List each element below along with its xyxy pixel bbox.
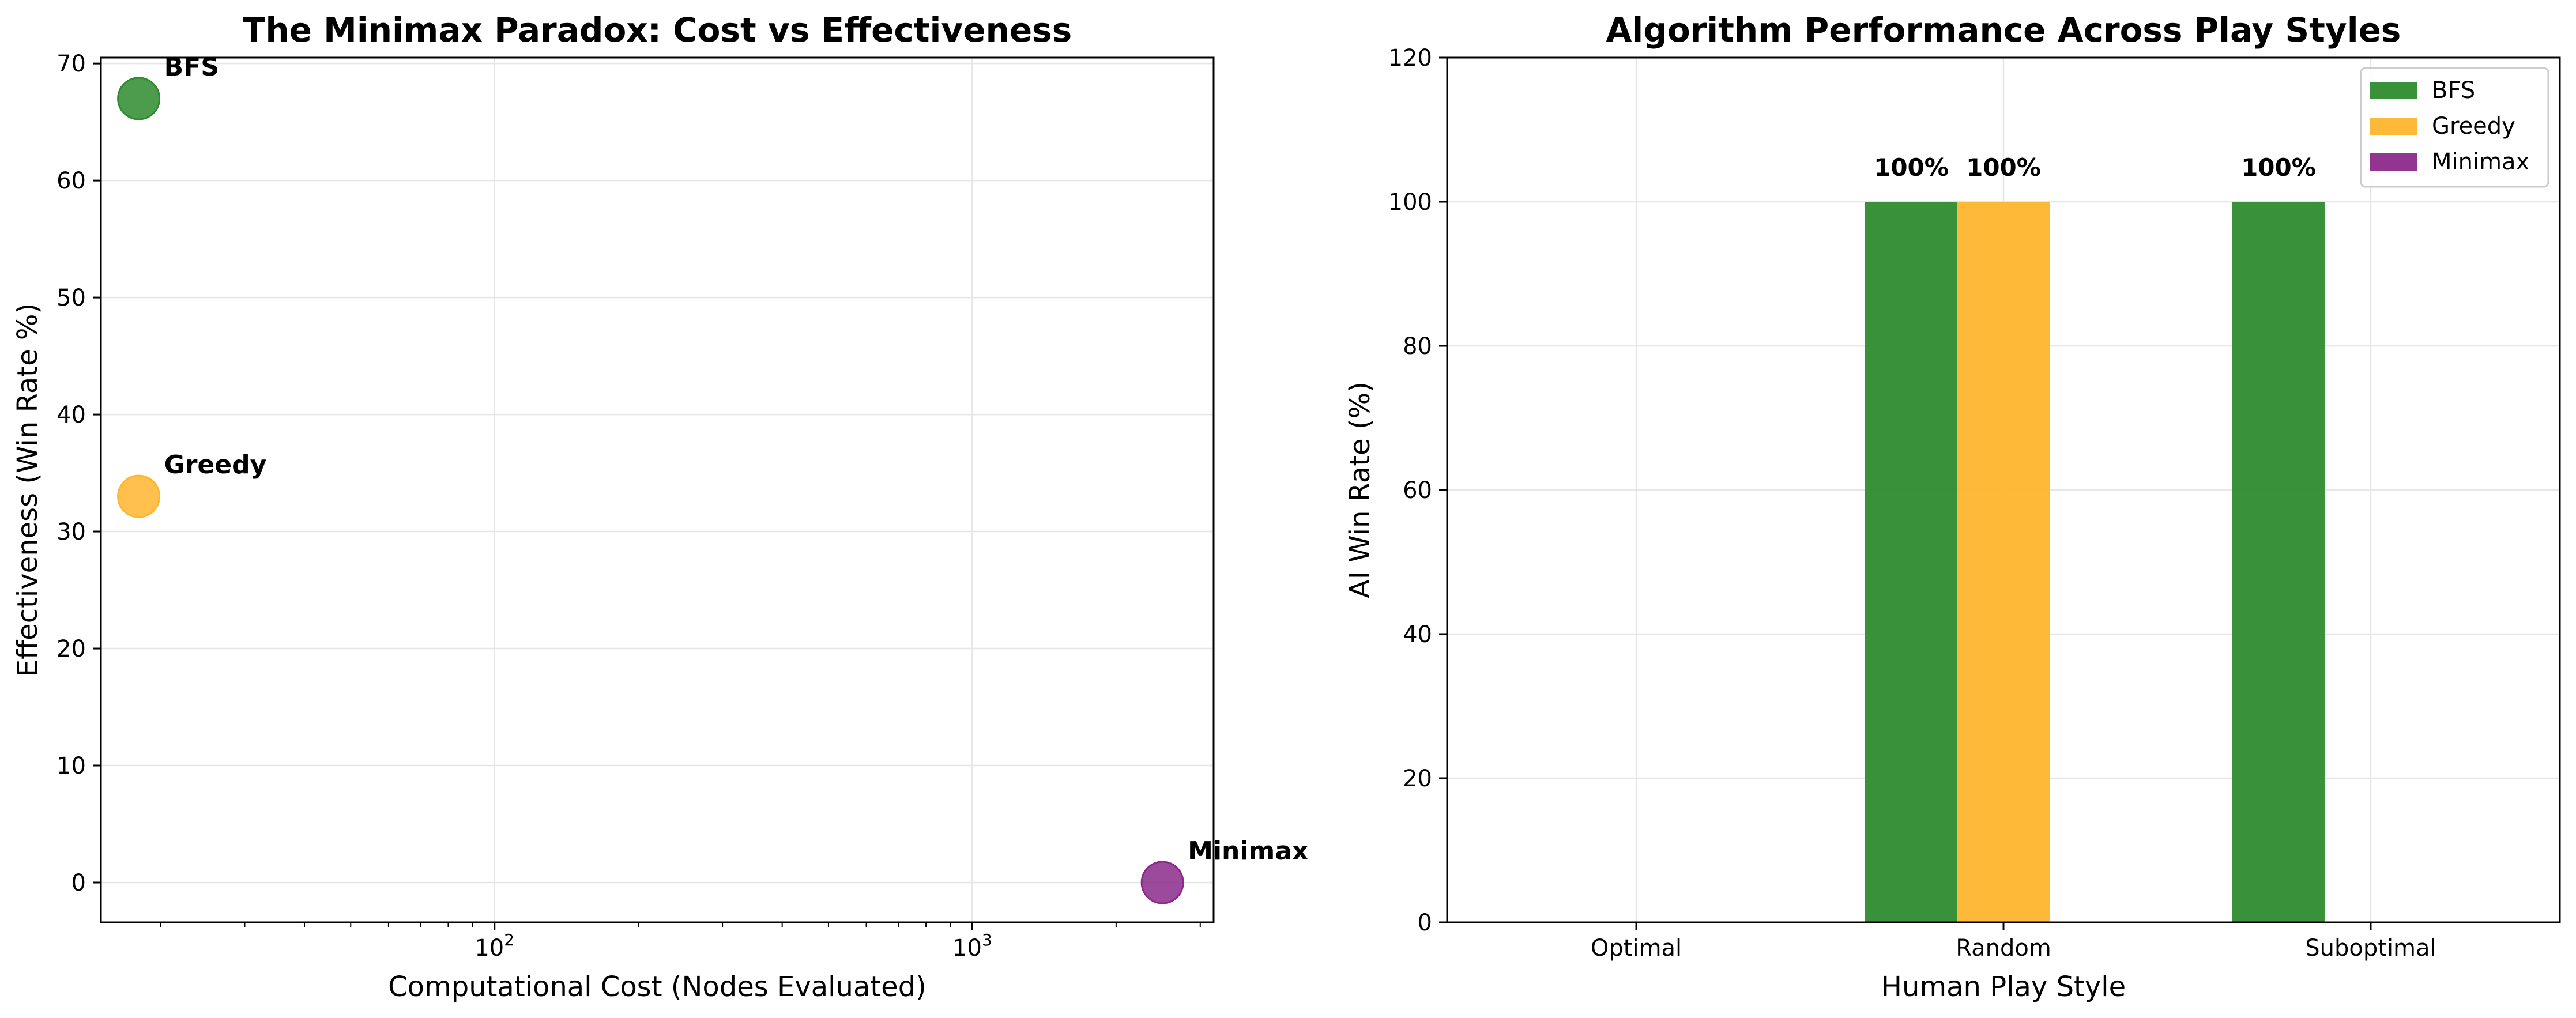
bar-y-tick-label: 100 bbox=[1388, 189, 1432, 216]
category-label-random: Random bbox=[1956, 935, 2051, 962]
bar-greedy-random bbox=[1957, 202, 2050, 922]
scatter-y-tick-label: 50 bbox=[57, 285, 86, 311]
bar-x-axis-label: Human Play Style bbox=[1881, 971, 2126, 1003]
scatter-points bbox=[117, 77, 1184, 904]
scatter-y-tick-label: 60 bbox=[57, 168, 86, 194]
legend-label-greedy: Greedy bbox=[2432, 113, 2515, 139]
bar-value-labels: 100% 100% 100% bbox=[1874, 153, 2316, 182]
scatter-point-greedy bbox=[117, 474, 161, 518]
scatter-y-axis-label: Effectiveness (Win Rate %) bbox=[12, 303, 44, 677]
bar-value-label: 100% bbox=[1874, 153, 1949, 182]
bars bbox=[1865, 202, 2325, 922]
category-label-optimal: Optimal bbox=[1591, 935, 1682, 962]
bar-value-label: 100% bbox=[2241, 153, 2316, 182]
scatter-y-tick-label: 20 bbox=[57, 636, 86, 662]
bar-value-label: 100% bbox=[1966, 153, 2041, 182]
legend-label-bfs: BFS bbox=[2432, 77, 2475, 104]
legend: BFS Greedy Minimax bbox=[2360, 67, 2549, 188]
bar-y-tick-label: 20 bbox=[1403, 766, 1432, 792]
bar-y-tick-label: 60 bbox=[1403, 477, 1432, 504]
legend-swatch-greedy bbox=[2370, 118, 2417, 135]
legend-swatch-minimax bbox=[2370, 153, 2417, 171]
legend-swatch-bfs bbox=[2370, 82, 2417, 99]
play-style-performance-chart: 100% 100% 100% 0 20 40 60 80 100 120 Optimal Rando… bbox=[1344, 10, 2561, 1003]
category-label-suboptimal: Suboptimal bbox=[2305, 935, 2436, 962]
scatter-point-bfs bbox=[117, 77, 161, 120]
bar-ticks: 0 20 40 60 80 100 120 Optimal Random Suboptimal bbox=[1388, 45, 2436, 962]
bar-y-tick-label: 120 bbox=[1388, 45, 1432, 71]
scatter-grid bbox=[101, 58, 1214, 922]
bar-y-tick-label: 0 bbox=[1418, 910, 1432, 936]
scatter-plot-frame bbox=[100, 56, 1215, 923]
scatter-ticks: 0 10 20 30 40 50 60 70 102 103 bbox=[57, 51, 1201, 962]
bar-y-tick-label: 40 bbox=[1403, 621, 1432, 648]
scatter-x-tick-label: 102 bbox=[474, 930, 514, 962]
scatter-x-tick-label: 103 bbox=[952, 930, 992, 962]
scatter-x-axis-label: Computational Cost (Nodes Evaluated) bbox=[388, 971, 927, 1003]
scatter-title: The Minimax Paradox: Cost vs Effectivene… bbox=[243, 10, 1072, 50]
scatter-y-tick-label: 30 bbox=[57, 519, 86, 545]
scatter-y-tick-label: 0 bbox=[71, 870, 86, 896]
scatter-y-tick-label: 70 bbox=[57, 51, 86, 77]
bar-y-axis-label: AI Win Rate (%) bbox=[1344, 382, 1376, 598]
legend-label-minimax: Minimax bbox=[2432, 149, 2529, 175]
scatter-y-tick-label: 40 bbox=[57, 402, 86, 428]
bar-chart-title: Algorithm Performance Across Play Styles bbox=[1606, 10, 2401, 50]
bar-y-tick-label: 80 bbox=[1403, 333, 1432, 360]
scatter-point-label-minimax: Minimax bbox=[1188, 836, 1308, 866]
bar-bfs-random bbox=[1865, 202, 1957, 922]
scatter-y-tick-label: 10 bbox=[57, 753, 86, 779]
scatter-point-minimax bbox=[1140, 861, 1184, 904]
scatter-point-label-greedy: Greedy bbox=[164, 450, 267, 480]
bar-bfs-suboptimal bbox=[2232, 202, 2325, 922]
